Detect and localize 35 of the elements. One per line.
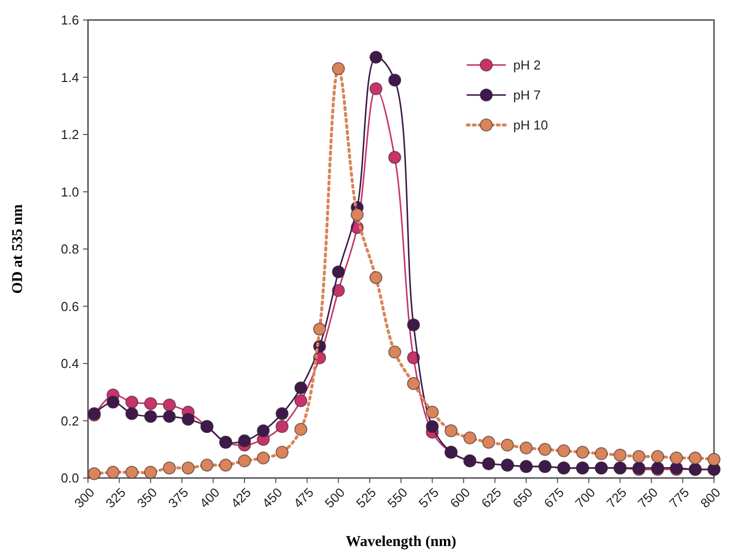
x-tick-label: 750 <box>634 484 661 511</box>
x-tick-label: 375 <box>165 484 192 511</box>
x-tick-label: 550 <box>384 484 410 511</box>
y-axis-title: OD at 535 nm <box>10 204 26 294</box>
y-tick-label: 0.0 <box>60 470 79 486</box>
x-tick-label: 700 <box>572 484 598 511</box>
x-tick-label: 425 <box>228 484 254 511</box>
y-tick-label: 0.4 <box>60 356 79 372</box>
x-tick-label: 300 <box>71 484 98 511</box>
x-tick-label: 525 <box>353 484 380 511</box>
y-tick-label: 0.2 <box>60 413 79 428</box>
y-tick-label: 1.2 <box>60 127 79 142</box>
x-tick-label: 325 <box>102 484 129 511</box>
legend-label: pH 7 <box>513 88 541 103</box>
x-tick-label: 625 <box>478 484 504 511</box>
y-tick-label: 1.0 <box>60 184 79 200</box>
y-tick-label: 0.8 <box>60 242 79 257</box>
x-tick-label: 775 <box>666 484 692 511</box>
x-tick-label: 500 <box>322 484 348 511</box>
y-tick-label: 1.6 <box>60 12 79 28</box>
legend-label: pH 2 <box>513 58 541 73</box>
x-tick-label: 800 <box>697 484 724 511</box>
x-tick-label: 600 <box>446 484 473 511</box>
x-tick-label: 575 <box>416 484 442 511</box>
x-tick-label: 650 <box>510 484 536 511</box>
x-tick-label: 400 <box>196 484 223 511</box>
x-tick-label: 675 <box>540 484 567 511</box>
legend-label: pH 10 <box>513 118 548 133</box>
x-tick-label: 475 <box>290 484 316 511</box>
y-tick-label: 0.6 <box>60 298 79 314</box>
y-tick-label: 1.4 <box>60 70 79 85</box>
x-tick-label: 725 <box>603 484 630 511</box>
x-tick-label: 350 <box>134 484 160 511</box>
x-tick-label: 450 <box>259 484 286 511</box>
x-axis-title: Wavelength (nm) <box>346 534 456 550</box>
